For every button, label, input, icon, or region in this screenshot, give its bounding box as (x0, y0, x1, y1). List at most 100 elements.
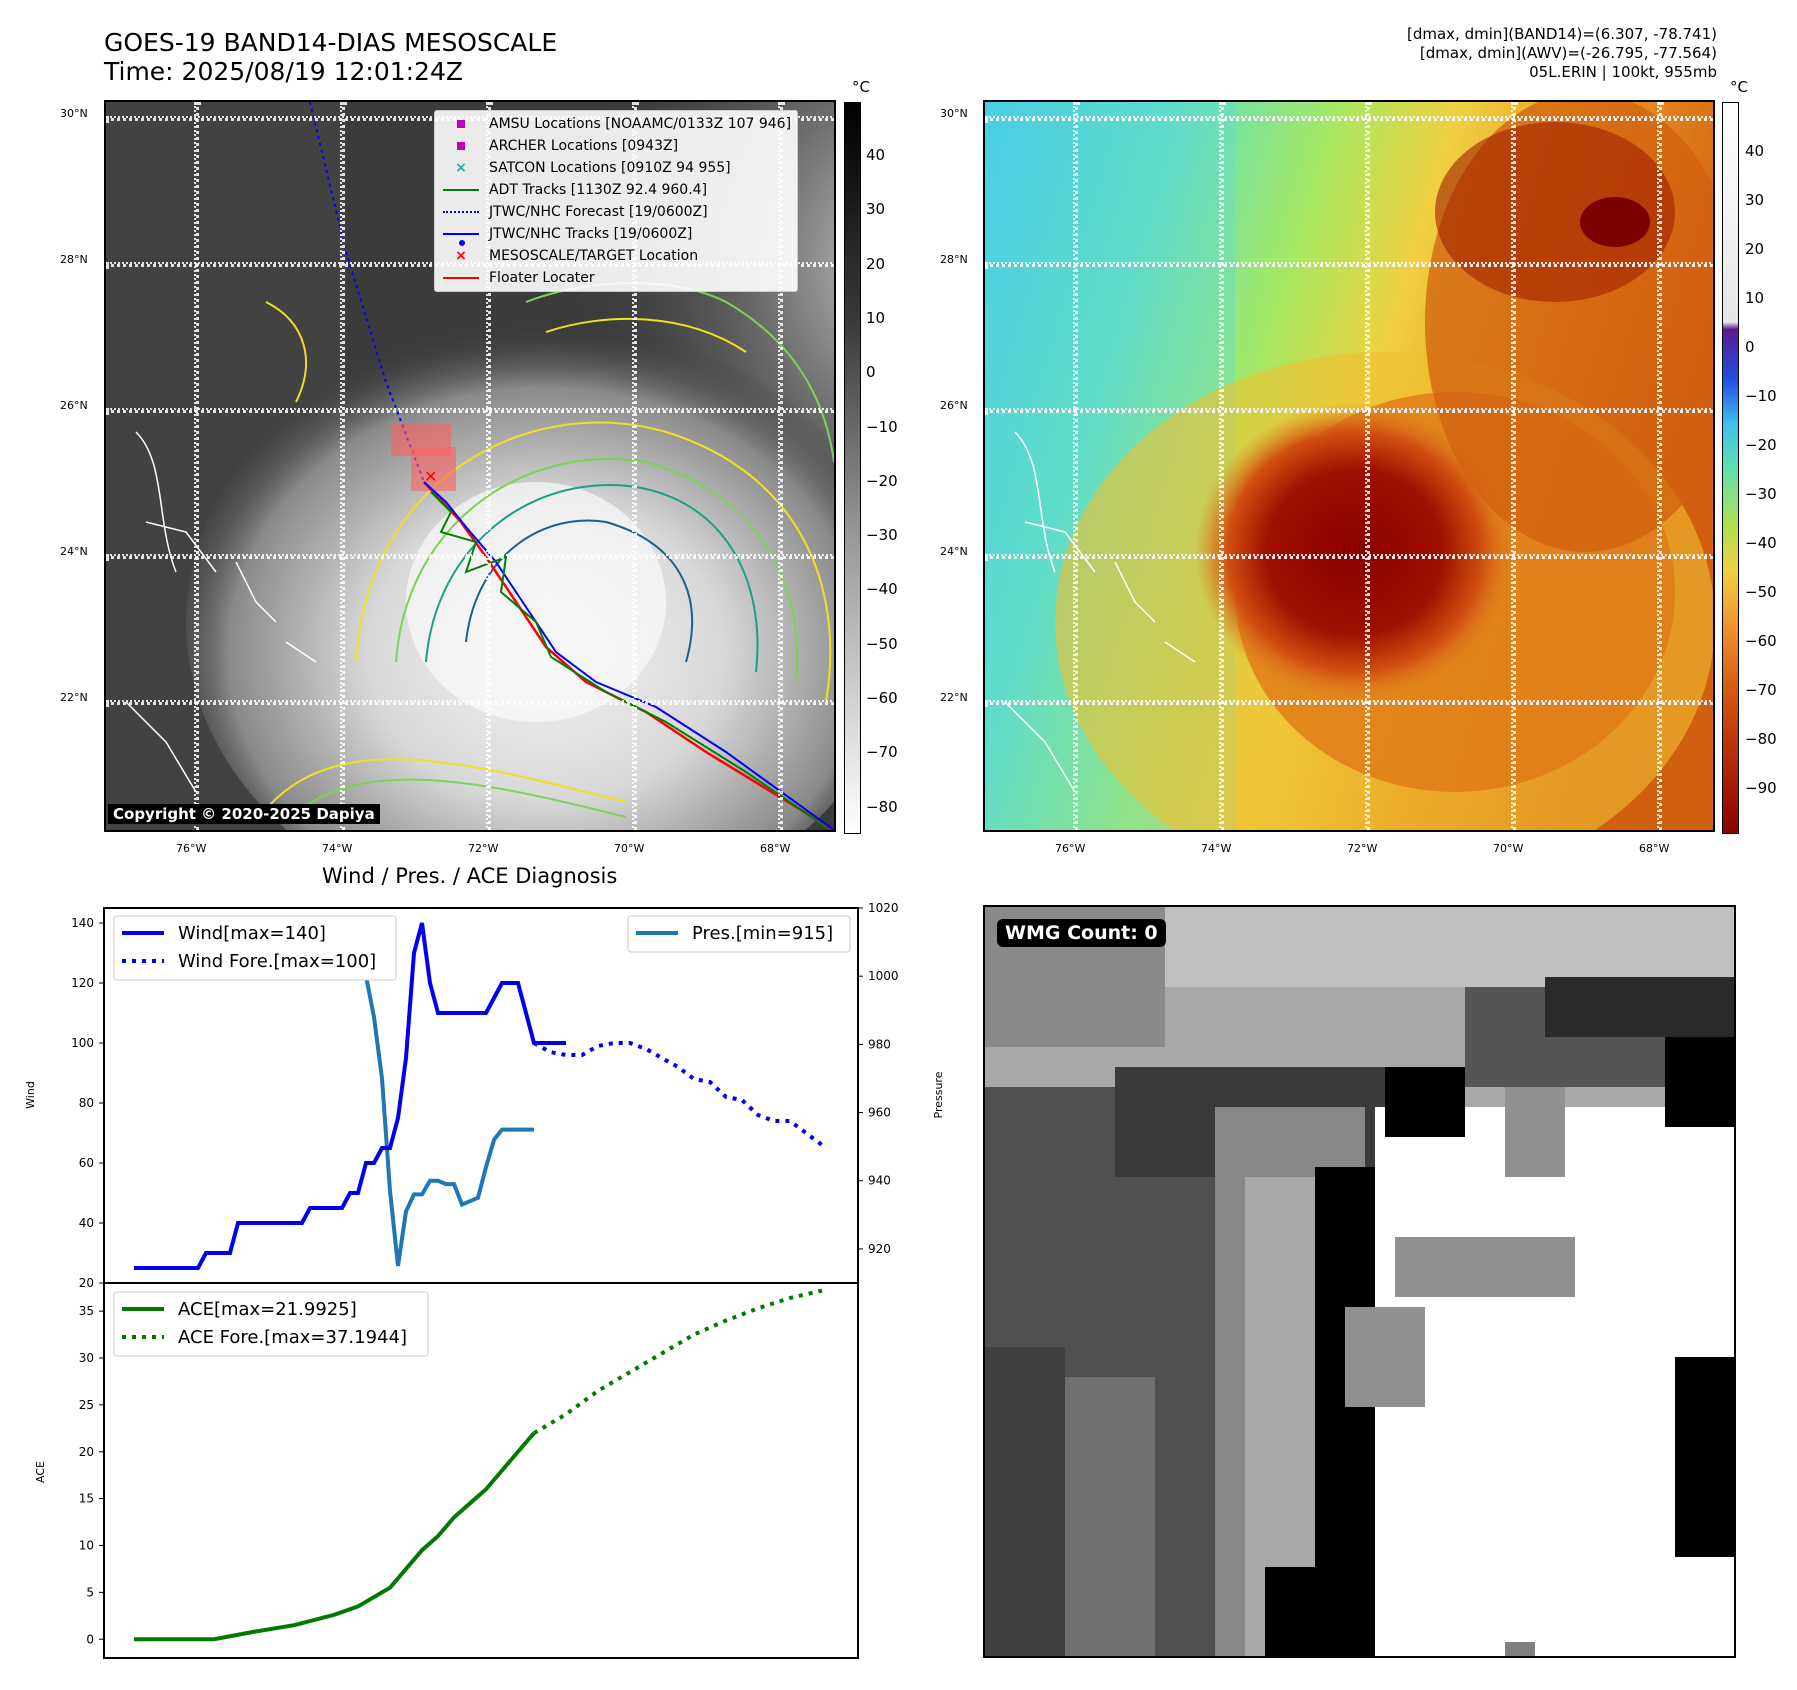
wind-tick-label: 60 (79, 1156, 94, 1170)
title-line2: Time: 2025/08/19 12:01:24Z (104, 57, 463, 86)
pres-legend (627, 915, 851, 953)
ace-line (134, 1431, 536, 1642)
wv-grid-lat-24 (985, 554, 1713, 559)
ace-axes-frame (103, 1282, 859, 1659)
ace-legend-entry-label: ACE[max=21.9925] (178, 1299, 357, 1320)
ir-colorbar-tick-label: −60 (866, 689, 898, 707)
ir-colorbar-tick-label: −20 (866, 471, 898, 490)
ace-legend (113, 1291, 429, 1357)
ir-lat-label-24: 24°N (60, 545, 88, 558)
wv-colorbar-tick-label: −90 (1745, 779, 1777, 797)
stats-line2: [dmax, dmin](AWV)=(-26.795, -77.564) (1419, 44, 1717, 62)
wv-colorbar-tick-label: −70 (1745, 681, 1777, 699)
legend-tracks: JTWC/NHC Tracks [19/0600Z] (441, 223, 791, 246)
wv-map-image (985, 102, 1713, 830)
wind-tick-label: 40 (79, 1216, 94, 1230)
wv-colorbar-unit: °C (1730, 78, 1748, 96)
stats-line3: 05L.ERIN | 100kt, 955mb (1529, 63, 1717, 81)
wind-forecast-legend-entry-label: Wind Fore.[max=100] (178, 951, 376, 972)
ir-colorbar-tick-label: −50 (866, 634, 898, 653)
ir-lat-label-26: 26°N (60, 399, 88, 412)
legend-archer: ARCHER Locations [0943Z] (441, 135, 791, 157)
wv-colorbar-tick-label: −50 (1745, 583, 1777, 601)
wv-grid-lat-26 (985, 408, 1713, 413)
wv-colorbar-tick-label: −10 (1745, 387, 1777, 405)
legend-mesoscale: × MESOSCALE/TARGET Location (441, 245, 791, 267)
ir-colorbar-unit: °C (852, 78, 870, 96)
ace-tick-label: 5 (86, 1585, 94, 1599)
wmg-panel[interactable]: WMG Count: 0 (983, 905, 1736, 1658)
wv-colorbar-tick-label: −80 (1745, 730, 1777, 748)
ace-tick-label: 35 (79, 1304, 94, 1318)
wv-grid-lat-28 (985, 262, 1713, 267)
wv-colorbar-tick-label: −60 (1745, 632, 1777, 650)
wmg-count-badge: WMG Count: 0 (997, 919, 1166, 947)
ace-tick-label: 0 (86, 1632, 94, 1646)
teal-x-icon: × (455, 160, 467, 176)
wv-lat-label-28: 28°N (940, 253, 968, 266)
wv-map-panel[interactable] (983, 100, 1715, 832)
ace-tick-label: 30 (79, 1351, 94, 1365)
ir-colorbar (844, 102, 861, 834)
wv-colorbar-tick-label: 10 (1745, 289, 1765, 307)
copyright-label: Copyright © 2020-2025 Dapiya (108, 804, 380, 824)
wind-legend (113, 915, 397, 981)
wind-ylabel: Wind (24, 1081, 37, 1109)
ir-lon-label-70: 70°W (614, 842, 645, 855)
wind-tick-label: 120 (71, 976, 94, 990)
pres-tick-label: 920 (868, 1242, 891, 1256)
ir-colorbar-tick-label: −80 (866, 797, 898, 816)
wv-colorbar-tick-label: −40 (1745, 534, 1777, 552)
ir-lon-label-74: 74°W (322, 842, 353, 855)
wv-lat-label-26: 26°N (940, 399, 968, 412)
ace-tick-label: 15 (79, 1492, 94, 1506)
wv-grid-lat-30 (985, 116, 1713, 121)
green-line-icon (443, 189, 479, 191)
magenta-square-icon (457, 120, 465, 128)
ir-lat-label-30: 30°N (60, 107, 88, 120)
ace-ylabel: ACE (34, 1461, 47, 1483)
wv-lon-label-70: 70°W (1493, 842, 1524, 855)
svg-text:✕: ✕ (424, 467, 437, 486)
diagnosis-title: Wind / Pres. / ACE Diagnosis (322, 864, 618, 888)
wind-legend-entry-label: Wind[max=140] (178, 923, 326, 944)
ir-map-panel[interactable]: ✕ AMSU Locations [NOAAMC/0133Z 107 946] … (104, 100, 836, 832)
wind-tick-label: 100 (71, 1036, 94, 1050)
red-line-icon (443, 277, 479, 279)
wv-lon-label-74: 74°W (1201, 842, 1232, 855)
blue-dotted-line-icon (443, 211, 479, 213)
wv-grid-lat-22 (985, 700, 1713, 705)
title-line1: GOES-19 BAND14-DIAS MESOSCALE (104, 28, 558, 57)
wv-colorbar (1722, 102, 1739, 834)
grid-lon-72 (486, 102, 491, 830)
ir-colorbar-tick-label: −10 (866, 417, 898, 436)
map-legend: AMSU Locations [NOAAMC/0133Z 107 946] AR… (434, 110, 799, 292)
pres-ylabel: Pressure (932, 1071, 945, 1118)
wv-colorbar-tick-label: −20 (1745, 436, 1777, 454)
wv-grid-lon-72 (1365, 102, 1370, 830)
grid-lat-26 (106, 408, 834, 413)
pres-tick-label: 1020 (868, 901, 899, 915)
wind-tick-label: 20 (79, 1276, 94, 1290)
ir-colorbar-tick-label: −40 (866, 580, 898, 599)
wv-colorbar-tick-label: 30 (1745, 191, 1765, 209)
pres-legend-entry-label: Pres.[min=915] (692, 923, 833, 944)
legend-forecast: JTWC/NHC Forecast [19/0600Z] (441, 201, 791, 223)
wind-line (134, 922, 566, 1270)
ace-tick-label: 10 (79, 1539, 94, 1553)
pres-tick-label: 960 (868, 1106, 891, 1120)
ir-colorbar-tick-label: 0 (866, 363, 876, 382)
wv-colorbar-tick-label: −30 (1745, 485, 1777, 503)
ir-lat-label-28: 28°N (60, 253, 88, 266)
ir-lon-label-76: 76°W (176, 842, 207, 855)
wv-colorbar-tick-label: 0 (1745, 338, 1755, 356)
diagnosis-chart[interactable]: 1401201008060402010201000980960940920353… (0, 900, 960, 1670)
blue-dot-line-icon (443, 233, 479, 235)
wv-lat-label-30: 30°N (940, 107, 968, 120)
grid-lon-76 (194, 102, 199, 830)
ir-colorbar-tick-label: 40 (866, 146, 886, 164)
wind-tick-label: 80 (79, 1096, 94, 1110)
wv-lon-label-72: 72°W (1347, 842, 1378, 855)
wv-lat-label-24: 24°N (940, 545, 968, 558)
legend-floater: Floater Locater (441, 267, 791, 289)
